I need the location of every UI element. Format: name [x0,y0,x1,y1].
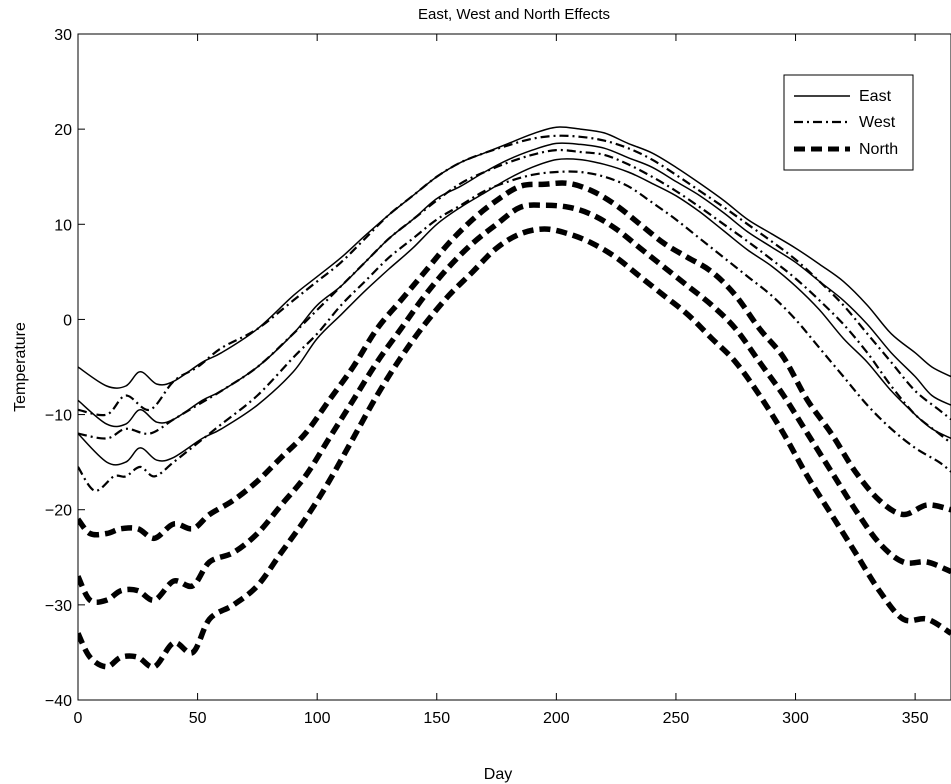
x-axis-title: Day [484,766,512,783]
x-tick-label: 300 [782,710,809,727]
axis-layer: 0 50 100 150 200 250 300 350 −40 −30 −20 −10 0 10 20 30 [45,27,929,727]
series-line-west-6 [78,170,951,492]
y-tick-label: −20 [45,503,72,520]
series-line-east-3 [78,158,951,466]
legend-box [783,74,914,171]
x-tick-label: 350 [902,710,929,727]
y-tick-label: −30 [45,598,72,615]
legend-label-east: East [859,88,892,105]
y-tick-label: 20 [54,122,72,139]
x-tick-label: 150 [423,710,450,727]
y-axis-title: Temperature [12,322,29,412]
x-tick-label: 0 [74,710,83,727]
y-tick-label: −40 [45,693,72,710]
plot-frame [77,33,951,701]
legend: East West North [783,74,914,171]
y-tick-label: 30 [54,27,72,44]
x-tick-label: 100 [304,710,331,727]
series-line-north-9 [78,226,951,670]
x-tick-label: 50 [189,710,207,727]
y-tick-label: 10 [54,217,72,234]
series-line-north-7 [78,180,951,542]
series-line-west-4 [78,134,951,421]
legend-label-north: North [859,141,898,158]
chart-title: East, West and North Effects [418,6,610,23]
x-tick-label: 200 [543,710,570,727]
series-line-east-2 [78,142,951,428]
x-tick-label: 250 [663,710,690,727]
legend-label-west: West [859,114,896,131]
y-tick-label: 0 [63,312,72,329]
y-tick-label: −10 [45,408,72,425]
series-layer [78,126,951,670]
series-line-west-5 [78,148,951,444]
